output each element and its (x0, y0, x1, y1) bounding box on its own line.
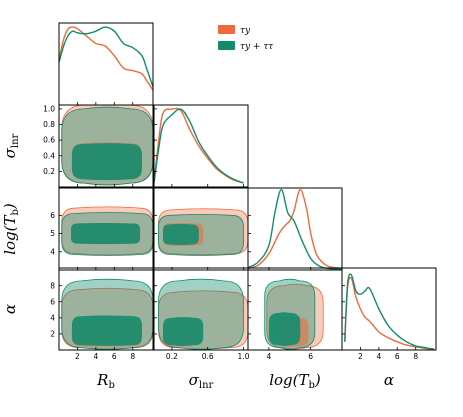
legend-swatch-tau-y-tau-tau (218, 41, 235, 50)
y-axis-label-alpha: α (1, 304, 19, 314)
panel-frame (58, 187, 154, 271)
y-tick-label-sigma_lnr: 0.4 (43, 151, 55, 160)
panel-frame (58, 22, 154, 106)
x-tick-label-sigma_lnr: 1.0 (238, 352, 250, 361)
x-tick-label-alpha: 4 (376, 352, 381, 361)
x-axis-label-sigma_lnr: σlnr (189, 371, 214, 391)
y-tick-label-alpha: 2 (50, 330, 55, 339)
legend-label-tau-y: τy (240, 26, 251, 36)
x-axis-label-logTb: log(Tb) (269, 371, 321, 391)
contour-panel-Rb-sigma_lnr (61, 105, 153, 186)
panel-frame (247, 187, 343, 271)
x-axis-label-Rb: Rb (96, 371, 115, 391)
x-tick-label-logTb: 6 (308, 352, 313, 361)
marginal-line-tau_y_tau_tau (59, 26, 153, 88)
contour-inner-tau_y_tau_tau (268, 312, 301, 346)
y-tick-label-sigma_lnr: 0.8 (43, 120, 55, 129)
contour-inner-tau_y_tau_tau (162, 223, 199, 245)
contour-panel-Rb-alpha (61, 278, 153, 350)
contour-panel-Rb-logTb (61, 206, 153, 256)
y-axis-label-logTb: log(Tb) (1, 203, 21, 255)
y-tick-label-logTb: 5 (50, 229, 55, 238)
marginal-panel-sigma_lnr (154, 107, 244, 184)
x-axis-label-alpha: α (384, 371, 394, 389)
legend-label-tau-y-tau-tau: τy + ττ (240, 42, 274, 52)
marginal-line-tau_y_tau_tau (248, 188, 342, 270)
contour-inner-tau_y_tau_tau (71, 143, 142, 181)
marginal-line-tau_y (248, 188, 342, 270)
panel-frame (341, 267, 437, 351)
y-tick-label-sigma_lnr: 1.0 (43, 105, 55, 114)
y-tick-label-alpha: 6 (50, 297, 55, 306)
contour-panel-sigma_lnr-alpha (158, 278, 248, 350)
x-tick-label-sigma_lnr: 0.2 (166, 352, 178, 361)
x-tick-label-alpha: 8 (413, 352, 418, 361)
x-tick-label-alpha: 2 (358, 352, 363, 361)
contour-panel-logTb-alpha (264, 278, 324, 350)
contour-inner-tau_y_tau_tau (71, 315, 142, 346)
x-tick-label-Rb: 4 (93, 352, 98, 361)
y-tick-label-sigma_lnr: 0.2 (43, 167, 55, 176)
x-tick-label-Rb: 8 (130, 352, 135, 361)
marginal-panel-logTb (248, 188, 342, 270)
y-tick-label-logTb: 4 (50, 247, 55, 256)
contour-panel-sigma_lnr-logTb (158, 208, 248, 256)
marginal-line-tau_y (344, 276, 435, 350)
panel-frame (58, 267, 154, 351)
x-tick-label-alpha: 6 (395, 352, 400, 361)
marginal-line-tau_y_tau_tau (344, 273, 435, 350)
x-tick-label-Rb: 2 (75, 352, 80, 361)
marginal-line-tau_y_tau_tau (154, 108, 244, 184)
contour-inner-tau_y_tau_tau (162, 317, 204, 346)
x-tick-label-Rb: 6 (112, 352, 117, 361)
y-tick-label-logTb: 6 (50, 211, 55, 220)
marginal-panel-Rb (59, 26, 153, 91)
panel-frame (153, 104, 249, 188)
y-tick-label-alpha: 8 (50, 281, 55, 290)
y-tick-label-sigma_lnr: 0.6 (43, 136, 55, 145)
y-tick-label-alpha: 4 (50, 313, 55, 322)
panels-layer: 0.2 0.4 0.6 0.8 1.0 4 5 6 2 4 6 8 2 4 6 8 0.2 0.6 1.0 4 6 2 4 6… (1, 22, 437, 391)
marginal-line-tau_y (59, 26, 153, 91)
x-tick-label-sigma_lnr: 0.6 (202, 352, 214, 361)
panel-frame (58, 104, 154, 188)
legend: τy τy + ττ (218, 25, 274, 52)
x-tick-label-logTb: 4 (266, 352, 271, 361)
marginal-panel-alpha (344, 273, 435, 350)
y-axis-label-sigma_lnr: σlnr (1, 133, 21, 158)
legend-swatch-tau-y (218, 25, 235, 34)
contour-inner-tau_y_tau_tau (70, 223, 141, 245)
